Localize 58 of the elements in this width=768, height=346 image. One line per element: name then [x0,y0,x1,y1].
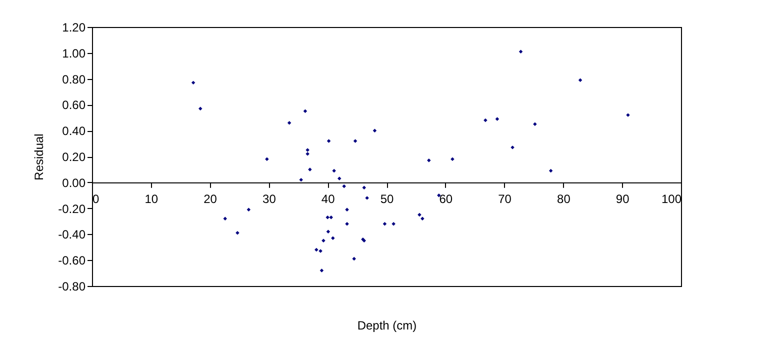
point [353,139,358,143]
point [246,208,251,212]
point [495,117,500,121]
x-tick-label: 100 [661,192,682,206]
y-tick-label: 0.00 [62,176,86,190]
point [320,268,324,272]
x-tick-label: 20 [204,192,218,206]
point [427,158,431,162]
y-tick-label: -0.40 [58,228,86,242]
x-tick-label: 10 [144,192,158,206]
point [420,216,424,221]
point [578,78,582,82]
point [299,178,303,182]
y-tick-label: 0.80 [62,72,86,86]
point [265,157,269,161]
y-tick-label: 1.20 [62,20,86,34]
x-tick-label: 60 [439,192,453,206]
x-tick-label: 0 [92,192,100,206]
y-tick-label: -0.60 [58,254,86,268]
y-tick-label: 0.20 [62,150,86,164]
y-tick-label: -0.20 [58,202,86,216]
y-tick-label: 0.60 [62,98,86,112]
point [362,186,366,190]
point [332,168,336,173]
x-tick-label: 90 [616,192,630,206]
point [329,215,334,220]
point [533,122,537,126]
y-tick-label: 1.00 [62,46,86,60]
point [287,120,292,125]
point [331,236,335,240]
y-axis-title: Residual [32,134,46,180]
point [314,248,318,252]
point [326,215,330,220]
point [518,50,523,54]
x-tick-label: 30 [262,192,276,206]
point [372,128,377,132]
y-tick-label: -0.80 [58,280,86,294]
point [198,106,202,110]
point [392,222,396,226]
x-axis-title: Depth (cm) [357,318,417,332]
x-tick-label: 40 [321,192,336,206]
point [326,230,330,234]
point [450,157,454,161]
point [345,222,349,226]
point [308,168,312,172]
point [326,139,331,143]
point [306,152,310,156]
point [322,238,326,243]
point [484,118,488,122]
point [338,176,342,180]
y-tick-label: 0.40 [62,124,86,138]
point [342,184,346,188]
point [352,256,356,261]
point [418,212,422,217]
x-tick-label: 80 [557,192,571,206]
point [223,216,227,221]
x-tick-label: 70 [498,192,512,206]
x-tick-label: 50 [380,192,394,206]
